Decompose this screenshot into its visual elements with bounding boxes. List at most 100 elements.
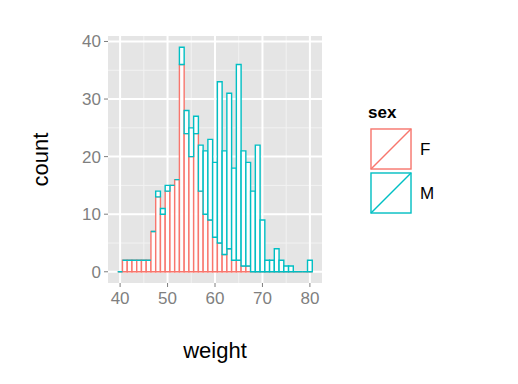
histogram-bar [213,162,218,237]
histogram-bar [222,151,227,255]
series-F [118,65,313,272]
histogram-bar [303,271,308,272]
y-tick-label: 20 [82,148,101,167]
histogram-bar [184,134,189,272]
histogram-bar [217,82,222,243]
histogram-bar [274,249,279,272]
y-tick-label: 10 [82,205,101,224]
histogram-bar [146,260,151,261]
histogram-bar [189,157,194,272]
legend-key-slash [371,173,411,213]
tick-mark [309,283,310,287]
histogram-bar [298,271,303,272]
histogram-bar [232,168,237,260]
histogram-bar [170,185,175,271]
x-tick-label: 50 [158,289,177,308]
histogram-bar [132,260,137,272]
histogram-bar [289,266,294,272]
histogram-bar [213,237,218,272]
tick-mark [104,41,108,42]
histogram-bar [222,255,227,272]
series-M [118,47,313,272]
grid-line [108,98,322,100]
histogram-bar [175,180,180,272]
legend-key [371,173,411,213]
tick-mark [215,283,216,287]
histogram-bar [141,260,146,272]
grid-line [119,36,121,283]
histogram-bar [160,208,165,214]
histogram-bar [198,191,203,272]
histogram-bar [189,128,194,157]
grid-line [108,40,322,42]
legend-key [371,129,411,169]
tick-mark [104,99,108,100]
legend-label: M [420,184,434,203]
minor-grid [108,36,322,283]
histogram-bar [137,260,142,272]
histogram-bar [151,231,156,271]
chart: 4050607080010203040weightcountsexFM [0,0,518,384]
histogram-bar [132,260,137,261]
histogram-bar [246,162,251,266]
histogram-bar [270,260,275,272]
histogram-bar [194,116,199,133]
histogram-bar [198,145,203,191]
histogram-bar [236,260,241,272]
histogram-bar [208,220,213,272]
y-tick-label: 30 [82,90,101,109]
histogram-bar [293,271,298,272]
legend: sexFM [368,103,434,214]
legend-key-bg [370,128,412,170]
histogram-bar [160,214,165,272]
histogram-bar [293,271,298,272]
x-tick-label: 70 [253,289,272,308]
histogram-bar [165,185,170,191]
histogram-bar [217,243,222,272]
histogram-bar [208,139,213,220]
grid-line [309,36,311,283]
x-tick-label: 60 [206,289,225,308]
histogram-bar [122,260,127,272]
x-tick-label: 80 [300,289,319,308]
histogram-bar [118,271,123,272]
tick-mark [167,283,168,287]
histogram-bar [170,185,175,186]
panel-background [108,36,322,283]
histogram-bar [284,266,289,272]
histogram-bar [265,260,270,272]
y-tick-label: 40 [82,32,101,51]
tick-mark [262,283,263,287]
axes: 4050607080010203040 [82,32,322,308]
histogram-bar [227,93,232,248]
legend-key-slash [371,129,411,169]
histogram-bar [122,260,127,261]
legend-title: sex [368,103,397,122]
histogram-bar [127,260,132,272]
histogram-bar [308,260,313,272]
histogram-bar [246,266,251,272]
histogram-bar [298,271,303,272]
histogram-bar [251,191,256,272]
tick-mark [104,271,108,272]
tick-mark [120,283,121,287]
minor-grid-line [286,36,287,283]
histogram-bar [165,191,170,272]
x-axis-title: weight [182,338,247,363]
histogram-bar [151,231,156,232]
histogram-bar [227,249,232,272]
histogram-bar [179,65,184,272]
histogram-bar [179,47,184,64]
y-tick-label: 0 [92,263,101,282]
histogram-bar [303,271,308,272]
histogram-bar [203,214,208,272]
tick-mark [104,156,108,157]
histogram-bar [236,65,241,261]
legend-key-bg [370,172,412,214]
histogram-bar [146,260,151,272]
histogram-bar [194,134,199,272]
histogram-bar [260,220,265,272]
histogram-bar [175,179,180,180]
histogram-bar [156,197,161,272]
tick-mark [104,214,108,215]
